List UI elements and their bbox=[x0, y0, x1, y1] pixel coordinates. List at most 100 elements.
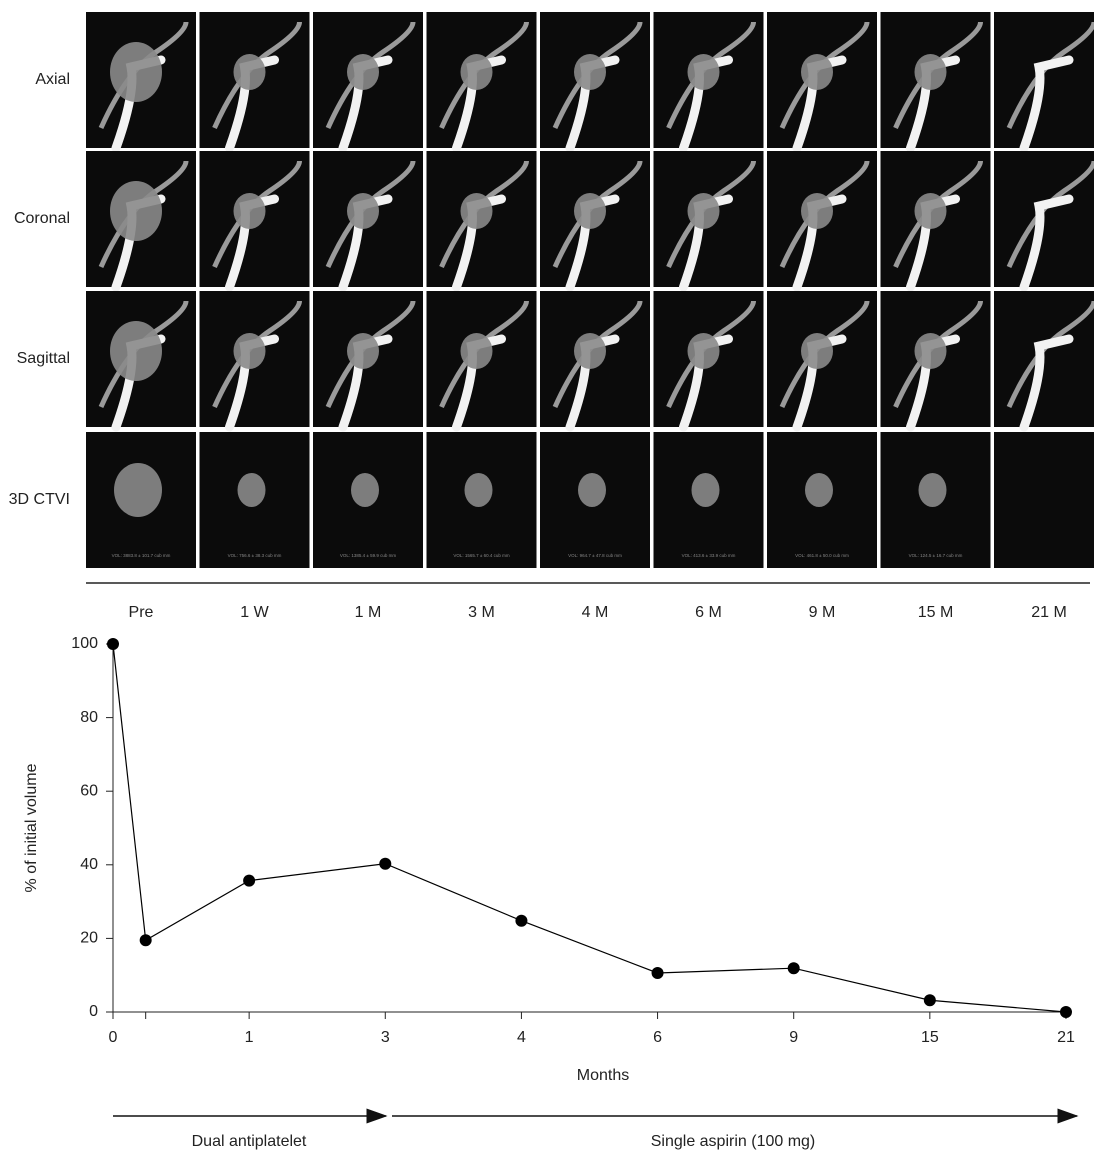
aneurysm bbox=[460, 333, 493, 369]
aneurysm bbox=[801, 333, 833, 369]
vessel bbox=[212, 160, 302, 269]
x-axis-label: Months bbox=[577, 1067, 629, 1084]
render bbox=[114, 463, 162, 517]
vessel bbox=[98, 160, 189, 269]
image-panel: VOL: 1385.4 ± 59.9 cub mm bbox=[313, 432, 423, 568]
vol: VOL: 461.8 ± 50.0 cub mm bbox=[795, 553, 849, 558]
vessel bbox=[666, 21, 756, 130]
panel-bg bbox=[994, 432, 1094, 568]
aneurysm bbox=[233, 333, 266, 369]
aneurysm bbox=[687, 193, 720, 229]
image-panel bbox=[86, 151, 196, 292]
vessel bbox=[893, 300, 983, 409]
vol: VOL: 1385.4 ± 59.9 cub mm bbox=[340, 553, 397, 558]
y-tick-label: 20 bbox=[80, 930, 98, 947]
vessel bbox=[552, 160, 643, 269]
image-panel bbox=[426, 12, 537, 153]
aneurysm bbox=[110, 181, 162, 241]
image-panel bbox=[540, 151, 650, 292]
vessel bbox=[552, 21, 643, 130]
point bbox=[1059, 1006, 1072, 1018]
vessel bbox=[666, 300, 756, 409]
x-tick-label: 6 bbox=[653, 1029, 662, 1046]
image-panel bbox=[199, 151, 310, 292]
image-panel bbox=[199, 12, 310, 153]
x-tick-label: 21 bbox=[1057, 1029, 1075, 1046]
vessel bbox=[1019, 334, 1074, 432]
column-label: Pre bbox=[129, 604, 154, 621]
vessel bbox=[552, 300, 643, 409]
vessel bbox=[325, 21, 416, 130]
point bbox=[243, 874, 256, 887]
vessel bbox=[98, 21, 189, 130]
image-panel bbox=[994, 151, 1094, 292]
aneurysm bbox=[460, 193, 493, 229]
vessel bbox=[1006, 21, 1094, 130]
row-label: 3D CTVI bbox=[9, 491, 70, 508]
aneurysm bbox=[110, 42, 162, 102]
vessel bbox=[212, 300, 302, 409]
render bbox=[351, 473, 379, 507]
vol: VOL: 756.6 ± 38.3 cub mm bbox=[228, 553, 282, 558]
x-tick-label: 15 bbox=[921, 1029, 939, 1046]
aneurysm bbox=[574, 193, 606, 229]
aneurysm bbox=[347, 333, 379, 369]
point bbox=[515, 914, 528, 927]
column-label: 4 M bbox=[582, 604, 609, 621]
column-label: 1 W bbox=[240, 604, 269, 621]
aneurysm bbox=[110, 321, 162, 381]
vol: VOL: 124.5 ± 16.7 cub mm bbox=[909, 553, 963, 558]
x-tick-label: 1 bbox=[245, 1029, 254, 1046]
image-panel bbox=[767, 12, 877, 153]
aneurysm bbox=[914, 333, 947, 369]
vessel bbox=[325, 300, 416, 409]
render bbox=[918, 473, 947, 507]
image-panel bbox=[880, 151, 991, 292]
image-panel bbox=[313, 151, 423, 292]
vessel bbox=[439, 300, 529, 409]
image-panel bbox=[994, 291, 1094, 432]
aneurysm bbox=[687, 333, 720, 369]
image-panel bbox=[199, 291, 310, 432]
point bbox=[107, 638, 119, 650]
y-tick-label: 100 bbox=[71, 635, 98, 652]
y-tick-label: 80 bbox=[80, 709, 98, 726]
x-tick-label: 9 bbox=[789, 1029, 798, 1046]
image-panel: VOL: 413.6 ± 33.9 cub mm bbox=[653, 432, 764, 568]
column-label: 9 M bbox=[809, 604, 836, 621]
render bbox=[578, 473, 606, 507]
image-panel bbox=[313, 12, 423, 153]
vessel bbox=[893, 21, 983, 130]
y-tick-label: 40 bbox=[80, 856, 98, 873]
vessel bbox=[439, 160, 529, 269]
image-panel bbox=[86, 291, 196, 432]
render bbox=[464, 473, 493, 507]
vessel bbox=[1019, 55, 1074, 153]
row-label: Coronal bbox=[14, 210, 70, 227]
image-panel bbox=[86, 12, 196, 153]
point bbox=[787, 962, 800, 975]
image-panel bbox=[426, 151, 537, 292]
vessel bbox=[779, 300, 870, 409]
image-panel: VOL: 124.5 ± 16.7 cub mm bbox=[880, 432, 991, 568]
vol: VOL: 413.6 ± 33.9 cub mm bbox=[682, 553, 736, 558]
vessel bbox=[439, 21, 529, 130]
image-panel bbox=[653, 151, 764, 292]
vessel bbox=[666, 160, 756, 269]
vessel bbox=[1006, 160, 1094, 269]
image-panel bbox=[767, 291, 877, 432]
y-axis-label: % of initial volume bbox=[23, 763, 40, 892]
y-tick-label: 0 bbox=[89, 1003, 98, 1020]
vessel bbox=[1006, 300, 1094, 409]
row-label: Axial bbox=[35, 71, 70, 88]
point bbox=[923, 994, 936, 1007]
image-panel: VOL: 1565.7 ± 60.4 cub mm bbox=[426, 432, 537, 568]
column-label: 1 M bbox=[355, 604, 382, 621]
image-panel bbox=[880, 291, 991, 432]
aneurysm bbox=[687, 54, 720, 90]
annotation: Single aspirin (100 mg) bbox=[651, 1133, 816, 1150]
aneurysm bbox=[233, 193, 266, 229]
point bbox=[379, 857, 392, 870]
